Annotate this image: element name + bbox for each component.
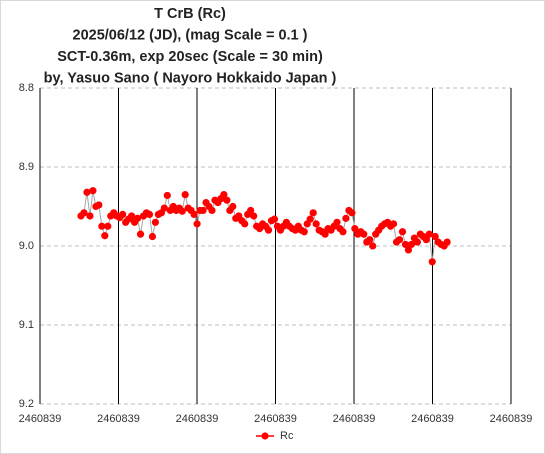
chart-title: 2025/06/12 (JD), (mag Scale = 0.1 ) (73, 27, 308, 43)
y-tick-label: 9.2 (19, 398, 34, 410)
data-point (369, 242, 377, 250)
data-point (342, 214, 350, 222)
x-tick-label: 2460839 (176, 413, 219, 425)
data-point (178, 207, 186, 215)
data-point (422, 236, 430, 244)
data-point (300, 228, 308, 236)
data-point (348, 209, 356, 217)
x-tick-label: 2460839 (411, 413, 454, 425)
data-point (398, 228, 407, 236)
data-point (306, 215, 314, 223)
data-point (407, 240, 416, 249)
data-point (351, 225, 359, 233)
data-point (193, 220, 201, 228)
data-point (366, 236, 374, 244)
data-point (431, 232, 439, 241)
data-point (148, 232, 157, 241)
y-tick-label: 9.0 (19, 240, 34, 252)
data-point (95, 201, 103, 209)
data-point (395, 236, 404, 244)
y-tick-label: 8.8 (19, 82, 34, 94)
data-point (270, 215, 279, 223)
data-point (264, 226, 273, 234)
data-point (404, 246, 413, 254)
data-point (321, 230, 329, 238)
x-tick-label: 2460839 (333, 413, 376, 425)
data-point (360, 230, 368, 238)
data-point (428, 258, 436, 266)
data-point (425, 230, 433, 238)
chart-title: SCT-0.36m, exp 20sec (Scale = 30 min) (57, 49, 323, 65)
data-point (312, 220, 320, 228)
data-point (401, 240, 410, 249)
data-point (333, 218, 341, 226)
data-point (89, 187, 97, 195)
data-point (413, 238, 421, 246)
data-point (163, 191, 171, 200)
data-point (229, 202, 237, 211)
data-point (136, 230, 145, 238)
chart-title: T CrB (Rc) (154, 6, 226, 22)
data-point (181, 191, 189, 199)
data-point (223, 196, 231, 204)
data-point (443, 238, 451, 246)
data-point (104, 222, 112, 230)
data-point (389, 220, 398, 228)
data-point (208, 206, 216, 215)
x-tick-label: 2460839 (254, 413, 297, 425)
data-point (145, 210, 154, 218)
data-point (86, 212, 94, 220)
legend-marker (261, 432, 269, 440)
data-point (101, 232, 109, 240)
data-point (199, 206, 207, 215)
data-point (151, 218, 160, 226)
data-point (190, 210, 198, 218)
data-point (247, 206, 255, 215)
y-tick-label: 8.9 (19, 161, 34, 173)
data-point (133, 214, 142, 222)
data-point (241, 220, 249, 228)
data-point (250, 212, 258, 220)
data-point (339, 228, 347, 236)
x-tick-label: 2460839 (97, 413, 140, 425)
data-point (119, 210, 127, 218)
y-tick-label: 9.1 (19, 319, 34, 331)
legend-label: Rc (280, 430, 294, 442)
x-tick-label: 2460839 (490, 413, 533, 425)
chart-title: by, Yasuo Sano ( Nayoro Hokkaido Japan ) (44, 70, 337, 86)
data-point (128, 212, 136, 220)
data-point (220, 191, 228, 199)
data-point (160, 204, 168, 212)
data-point (98, 222, 106, 230)
data-point (309, 209, 317, 217)
x-tick-label: 2460839 (19, 413, 62, 425)
data-point (83, 188, 91, 196)
data-point (80, 209, 88, 217)
